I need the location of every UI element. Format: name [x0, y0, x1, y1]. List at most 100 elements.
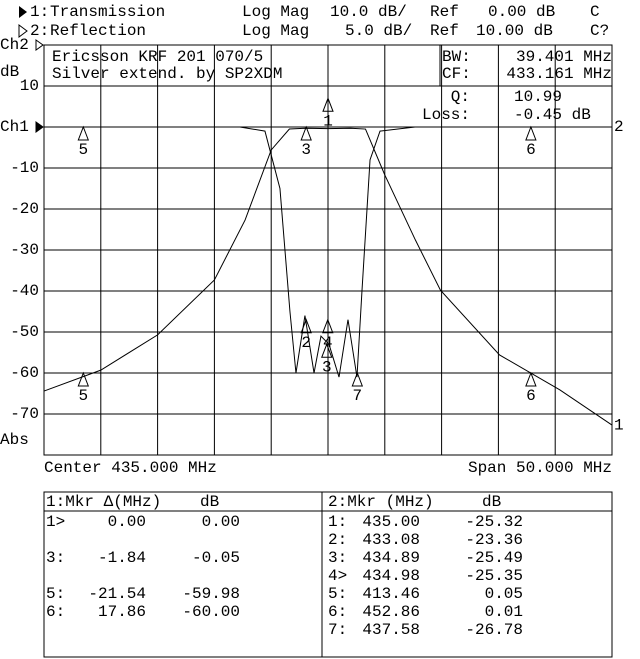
y-tick-label: -10 [10, 159, 39, 177]
channel-arrow [19, 6, 27, 18]
table-cell: 6: [328, 603, 347, 621]
table-cell: -1.84 [98, 549, 146, 567]
table-cell: 6: [46, 603, 65, 621]
annotation: Silver extend. by SP2XDM [52, 65, 282, 83]
marker-label: 6 [526, 387, 536, 405]
y-tick-label: Ch1 [0, 118, 29, 136]
table-cell: -26.78 [465, 621, 523, 639]
marker-label: 3 [301, 141, 311, 159]
table-cell: 0.05 [485, 585, 523, 603]
channel-id: 1: [30, 3, 49, 21]
table-cell: 1> [46, 513, 65, 531]
y-tick-label: 10 [20, 77, 39, 95]
table-cell: -59.98 [182, 585, 240, 603]
table-cell: 7: [328, 621, 347, 639]
table-cell: 433.08 [362, 531, 420, 549]
center-label: Center 435.000 MHz [44, 459, 217, 477]
table-cell: 5: [46, 585, 65, 603]
y-tick-label: -70 [10, 405, 39, 423]
table-cell: -25.35 [465, 567, 523, 585]
table-cell: 2: [328, 531, 347, 549]
channel-name: Reflection [50, 22, 146, 40]
y-tick-label: -60 [10, 364, 39, 382]
stat-label: CF: [442, 65, 471, 83]
marker [525, 125, 537, 141]
marker [77, 371, 90, 387]
table-header: 2:Mkr (MHz) [328, 493, 434, 511]
stat-label: BW: [442, 48, 471, 66]
channel-name: Transmission [50, 3, 165, 21]
marker [300, 125, 312, 141]
table-cell: 437.58 [362, 621, 420, 639]
table-header: 1:Mkr Δ(MHz) [46, 493, 161, 511]
marker-label: 1 [323, 113, 333, 131]
marker [525, 371, 537, 387]
channel-id: 2: [30, 22, 49, 40]
table-cell: 3: [328, 549, 347, 567]
stat-value: -0.45 dB [514, 106, 591, 124]
marker [322, 96, 334, 112]
table-cell: 0.01 [485, 603, 523, 621]
table-header: dB [482, 493, 501, 511]
marker [322, 318, 334, 334]
table-cell: 435.00 [362, 513, 420, 531]
marker-label: 2 [301, 334, 311, 352]
channel-ref: 10.00 dB [476, 22, 553, 40]
marker [321, 342, 333, 358]
channel-format: Log Mag [242, 3, 309, 21]
table-frame [43, 491, 613, 658]
channel-arrow [18, 24, 28, 38]
stat-label: Q: [451, 88, 470, 106]
marker [77, 125, 90, 141]
table-cell: 3: [46, 549, 65, 567]
marker-label: 3 [322, 359, 332, 377]
channel-ref-label: Ref [430, 3, 459, 21]
channel-scale: 10.0 dB/ [330, 3, 407, 21]
span-label: Span 50.000 MHz [468, 459, 612, 477]
y-tick-label: -30 [10, 241, 39, 259]
trace [239, 126, 416, 378]
y-tick-label: -20 [10, 200, 39, 218]
y-tick-label: Ch2 [0, 36, 29, 54]
table-header: dB [200, 493, 219, 511]
y-unit: dB [0, 63, 19, 81]
stat-value: 433.161 MHz [506, 65, 612, 83]
marker-label: 5 [79, 141, 89, 159]
table-cell: 452.86 [362, 603, 420, 621]
table-cell: -23.36 [465, 531, 523, 549]
channel-flag: C? [590, 22, 609, 40]
channel-format: Log Mag [242, 22, 309, 40]
table-cell: 434.89 [362, 549, 420, 567]
trace [43, 127, 613, 426]
table-cell: 0.00 [108, 513, 146, 531]
table-cell: 4> [328, 567, 347, 585]
abs-label: Abs [0, 431, 29, 449]
table-cell: -21.54 [88, 585, 146, 603]
marker-label: 6 [526, 141, 536, 159]
stat-label: Loss: [422, 106, 470, 124]
trace-label: 1 [614, 416, 624, 434]
channel-ref: 0.00 dB [488, 3, 555, 21]
marker-label: 4 [323, 334, 333, 352]
table-cell: 434.98 [362, 567, 420, 585]
y-tick-label: -50 [10, 323, 39, 341]
marker-label: 5 [79, 387, 89, 405]
table-cell: 413.46 [362, 585, 420, 603]
ref-arrow [35, 121, 44, 133]
annotation: Ericsson KRF 201 070/5 [52, 48, 263, 66]
table-cell: 5: [328, 585, 347, 603]
stat-value: 39.401 MHz [516, 48, 612, 66]
y-tick-label: -40 [10, 282, 39, 300]
ref-arrow [35, 39, 44, 51]
table-cell: -25.32 [465, 513, 523, 531]
marker-label: 7 [353, 387, 363, 405]
table-cell: 0.00 [202, 513, 240, 531]
channel-flag: C [590, 3, 600, 21]
table-cell: -0.05 [192, 549, 240, 567]
table-cell: -60.00 [182, 603, 240, 621]
table-cell: 1: [328, 513, 347, 531]
stat-value: 10.99 [514, 88, 562, 106]
marker [351, 371, 364, 387]
table-cell: 17.86 [98, 603, 146, 621]
